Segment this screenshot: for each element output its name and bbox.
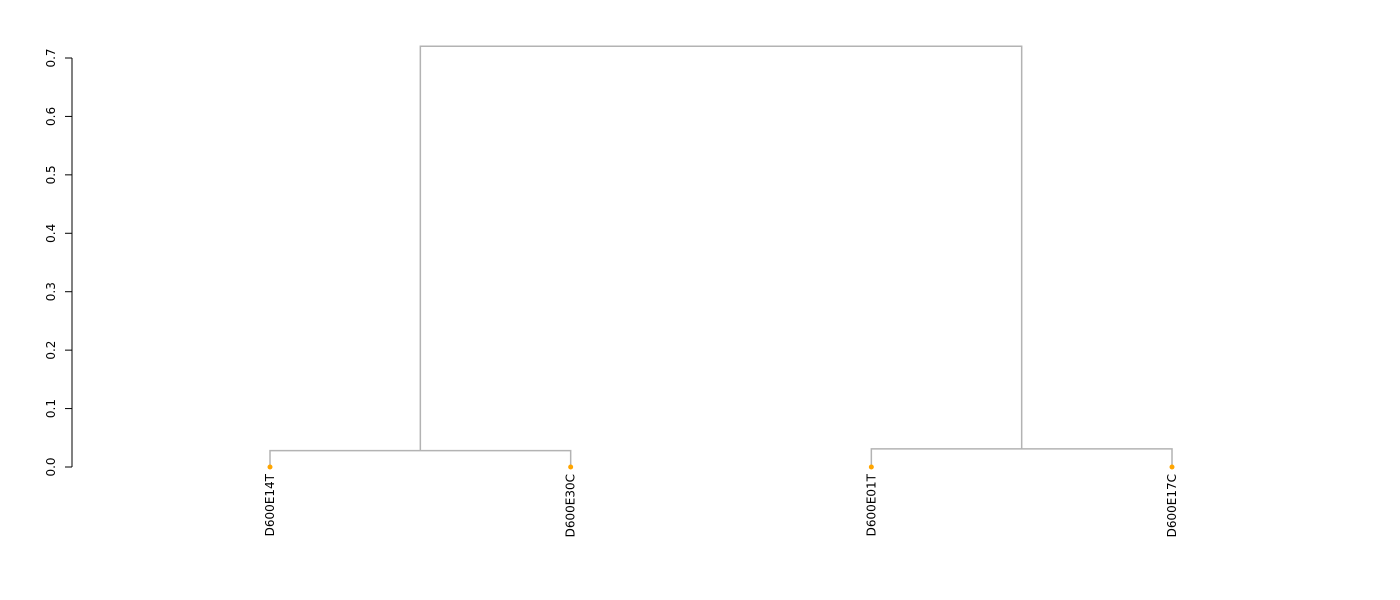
leaf-point (869, 465, 874, 470)
y-tick-label: 0.1 (44, 399, 58, 418)
dendrogram-branch (871, 449, 1172, 467)
leaf-label: D600E14T (263, 473, 277, 536)
leaf-point (568, 465, 573, 470)
dendrogram-branches (270, 46, 1172, 467)
y-axis: 0.0 0.1 0.2 0.3 0.4 0.5 0.6 0.7 (44, 48, 72, 476)
leaf-labels: D600E14T D600E30C D600E01T D600E17C (263, 473, 1179, 537)
leaf-points (268, 465, 1175, 470)
leaf-label: D600E01T (864, 473, 878, 536)
y-tick-label: 0.0 (44, 457, 58, 476)
leaf-label: D600E17C (1165, 474, 1179, 537)
dendrogram-branch (420, 46, 1021, 450)
y-tick-label: 0.6 (44, 107, 58, 126)
y-tick-label: 0.3 (44, 282, 58, 301)
y-tick-label: 0.4 (44, 224, 58, 243)
y-tick-label: 0.2 (44, 341, 58, 360)
leaf-point (1170, 465, 1175, 470)
dendrogram-branch (270, 451, 571, 467)
leaf-point (268, 465, 273, 470)
y-tick-label: 0.5 (44, 165, 58, 184)
leaf-label: D600E30C (564, 474, 578, 537)
y-tick-label: 0.7 (44, 48, 58, 67)
